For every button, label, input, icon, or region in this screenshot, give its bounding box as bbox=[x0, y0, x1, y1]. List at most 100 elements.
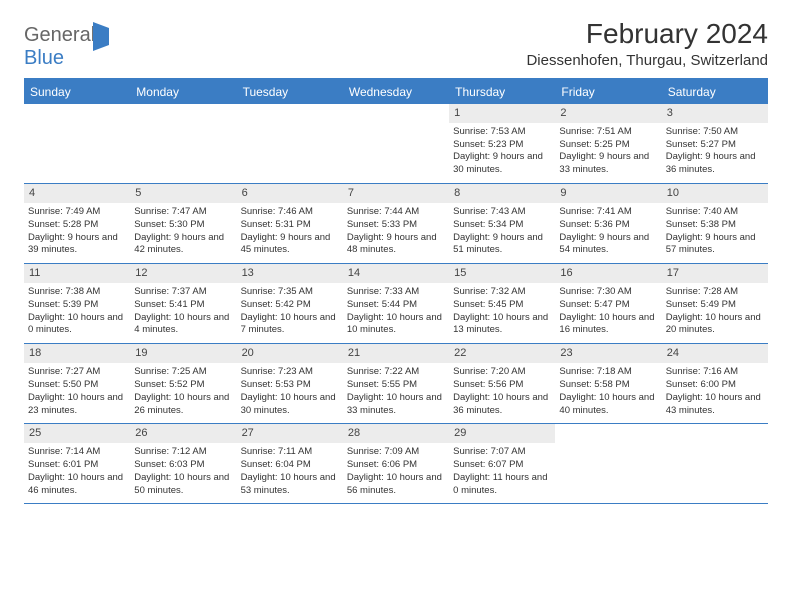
logo-arrow-icon bbox=[93, 22, 109, 51]
day-number: 22 bbox=[449, 344, 555, 363]
header: General Blue February 2024 Diessenhofen,… bbox=[24, 18, 768, 70]
sunset-line: Sunset: 5:33 PM bbox=[347, 219, 445, 232]
day-number: 11 bbox=[24, 264, 130, 283]
day-header-row: SundayMondayTuesdayWednesdayThursdayFrid… bbox=[24, 80, 768, 104]
logo-part2: Blue bbox=[24, 47, 64, 69]
sunset-line: Sunset: 5:50 PM bbox=[28, 379, 126, 392]
daylight-line: Daylight: 10 hours and 46 minutes. bbox=[28, 472, 126, 498]
page-title: February 2024 bbox=[526, 18, 768, 50]
sunrise-line: Sunrise: 7:32 AM bbox=[453, 286, 551, 299]
sunset-line: Sunset: 5:42 PM bbox=[241, 299, 339, 312]
daylight-line: Daylight: 10 hours and 4 minutes. bbox=[134, 312, 232, 338]
day-number: 7 bbox=[343, 184, 449, 203]
day-number: 14 bbox=[343, 264, 449, 283]
sunset-line: Sunset: 5:45 PM bbox=[453, 299, 551, 312]
calendar-cell bbox=[130, 104, 236, 183]
sunrise-line: Sunrise: 7:41 AM bbox=[559, 206, 657, 219]
calendar-cell: 21Sunrise: 7:22 AMSunset: 5:55 PMDayligh… bbox=[343, 344, 449, 423]
day-header-saturday: Saturday bbox=[662, 80, 768, 104]
calendar-cell: 3Sunrise: 7:50 AMSunset: 5:27 PMDaylight… bbox=[662, 104, 768, 183]
daylight-line: Daylight: 9 hours and 42 minutes. bbox=[134, 232, 232, 258]
sunrise-line: Sunrise: 7:43 AM bbox=[453, 206, 551, 219]
day-header-tuesday: Tuesday bbox=[237, 80, 343, 104]
day-number: 2 bbox=[555, 104, 661, 123]
sunset-line: Sunset: 5:47 PM bbox=[559, 299, 657, 312]
sunset-line: Sunset: 5:49 PM bbox=[666, 299, 764, 312]
daylight-line: Daylight: 9 hours and 51 minutes. bbox=[453, 232, 551, 258]
day-header-friday: Friday bbox=[555, 80, 661, 104]
sunrise-line: Sunrise: 7:25 AM bbox=[134, 366, 232, 379]
sunset-line: Sunset: 5:27 PM bbox=[666, 139, 764, 152]
sunset-line: Sunset: 5:30 PM bbox=[134, 219, 232, 232]
week-row: 4Sunrise: 7:49 AMSunset: 5:28 PMDaylight… bbox=[24, 184, 768, 264]
daylight-line: Daylight: 9 hours and 54 minutes. bbox=[559, 232, 657, 258]
calendar-cell: 6Sunrise: 7:46 AMSunset: 5:31 PMDaylight… bbox=[237, 184, 343, 263]
sunset-line: Sunset: 5:56 PM bbox=[453, 379, 551, 392]
week-row: 11Sunrise: 7:38 AMSunset: 5:39 PMDayligh… bbox=[24, 264, 768, 344]
location: Diessenhofen, Thurgau, Switzerland bbox=[526, 52, 768, 69]
calendar-cell: 20Sunrise: 7:23 AMSunset: 5:53 PMDayligh… bbox=[237, 344, 343, 423]
daylight-line: Daylight: 10 hours and 13 minutes. bbox=[453, 312, 551, 338]
sunset-line: Sunset: 5:58 PM bbox=[559, 379, 657, 392]
calendar-cell: 7Sunrise: 7:44 AMSunset: 5:33 PMDaylight… bbox=[343, 184, 449, 263]
daylight-line: Daylight: 10 hours and 50 minutes. bbox=[134, 472, 232, 498]
day-number: 3 bbox=[662, 104, 768, 123]
daylight-line: Daylight: 10 hours and 40 minutes. bbox=[559, 392, 657, 418]
calendar-cell: 28Sunrise: 7:09 AMSunset: 6:06 PMDayligh… bbox=[343, 424, 449, 503]
daylight-line: Daylight: 10 hours and 10 minutes. bbox=[347, 312, 445, 338]
sunset-line: Sunset: 5:23 PM bbox=[453, 139, 551, 152]
day-header-sunday: Sunday bbox=[24, 80, 130, 104]
daylight-line: Daylight: 10 hours and 26 minutes. bbox=[134, 392, 232, 418]
day-number: 25 bbox=[24, 424, 130, 443]
daylight-line: Daylight: 10 hours and 33 minutes. bbox=[347, 392, 445, 418]
sunset-line: Sunset: 5:38 PM bbox=[666, 219, 764, 232]
daylight-line: Daylight: 9 hours and 33 minutes. bbox=[559, 151, 657, 177]
daylight-line: Daylight: 9 hours and 45 minutes. bbox=[241, 232, 339, 258]
calendar-cell bbox=[343, 104, 449, 183]
logo-text: General Blue bbox=[24, 24, 109, 70]
day-header-thursday: Thursday bbox=[449, 80, 555, 104]
sunrise-line: Sunrise: 7:12 AM bbox=[134, 446, 232, 459]
sunrise-line: Sunrise: 7:40 AM bbox=[666, 206, 764, 219]
calendar-cell: 8Sunrise: 7:43 AMSunset: 5:34 PMDaylight… bbox=[449, 184, 555, 263]
daylight-line: Daylight: 9 hours and 39 minutes. bbox=[28, 232, 126, 258]
sunset-line: Sunset: 6:04 PM bbox=[241, 459, 339, 472]
sunrise-line: Sunrise: 7:11 AM bbox=[241, 446, 339, 459]
calendar-cell: 1Sunrise: 7:53 AMSunset: 5:23 PMDaylight… bbox=[449, 104, 555, 183]
calendar-cell: 26Sunrise: 7:12 AMSunset: 6:03 PMDayligh… bbox=[130, 424, 236, 503]
sunrise-line: Sunrise: 7:07 AM bbox=[453, 446, 551, 459]
calendar-cell bbox=[24, 104, 130, 183]
sunrise-line: Sunrise: 7:53 AM bbox=[453, 126, 551, 139]
sunrise-line: Sunrise: 7:23 AM bbox=[241, 366, 339, 379]
sunset-line: Sunset: 5:41 PM bbox=[134, 299, 232, 312]
sunset-line: Sunset: 5:36 PM bbox=[559, 219, 657, 232]
daylight-line: Daylight: 10 hours and 53 minutes. bbox=[241, 472, 339, 498]
day-number: 18 bbox=[24, 344, 130, 363]
day-number: 21 bbox=[343, 344, 449, 363]
day-number: 27 bbox=[237, 424, 343, 443]
day-number: 20 bbox=[237, 344, 343, 363]
sunrise-line: Sunrise: 7:51 AM bbox=[559, 126, 657, 139]
daylight-line: Daylight: 10 hours and 20 minutes. bbox=[666, 312, 764, 338]
calendar-cell: 19Sunrise: 7:25 AMSunset: 5:52 PMDayligh… bbox=[130, 344, 236, 423]
calendar-cell: 14Sunrise: 7:33 AMSunset: 5:44 PMDayligh… bbox=[343, 264, 449, 343]
sunrise-line: Sunrise: 7:46 AM bbox=[241, 206, 339, 219]
calendar-cell: 9 Sunrise: 7:41 AMSunset: 5:36 PMDaylight… bbox=[555, 184, 661, 263]
calendar-cell: 29Sunrise: 7:07 AMSunset: 6:07 PMDayligh… bbox=[449, 424, 555, 503]
daylight-line: Daylight: 10 hours and 23 minutes. bbox=[28, 392, 126, 418]
sunrise-line: Sunrise: 7:14 AM bbox=[28, 446, 126, 459]
calendar-cell: 18Sunrise: 7:27 AMSunset: 5:50 PMDayligh… bbox=[24, 344, 130, 423]
calendar-cell: 4Sunrise: 7:49 AMSunset: 5:28 PMDaylight… bbox=[24, 184, 130, 263]
day-number: 29 bbox=[449, 424, 555, 443]
sunrise-line: Sunrise: 7:49 AM bbox=[28, 206, 126, 219]
sunrise-line: Sunrise: 7:18 AM bbox=[559, 366, 657, 379]
sunrise-line: Sunrise: 7:44 AM bbox=[347, 206, 445, 219]
calendar-cell bbox=[662, 424, 768, 503]
calendar-cell: 23 Sunrise: 7:18 AMSunset: 5:58 PMDayligh… bbox=[555, 344, 661, 423]
sunrise-line: Sunrise: 7:47 AM bbox=[134, 206, 232, 219]
week-row: 25Sunrise: 7:14 AMSunset: 6:01 PMDayligh… bbox=[24, 424, 768, 504]
sunset-line: Sunset: 5:31 PM bbox=[241, 219, 339, 232]
day-number: 23 bbox=[555, 344, 661, 363]
day-number: 9 bbox=[555, 184, 661, 203]
day-number: 4 bbox=[24, 184, 130, 203]
